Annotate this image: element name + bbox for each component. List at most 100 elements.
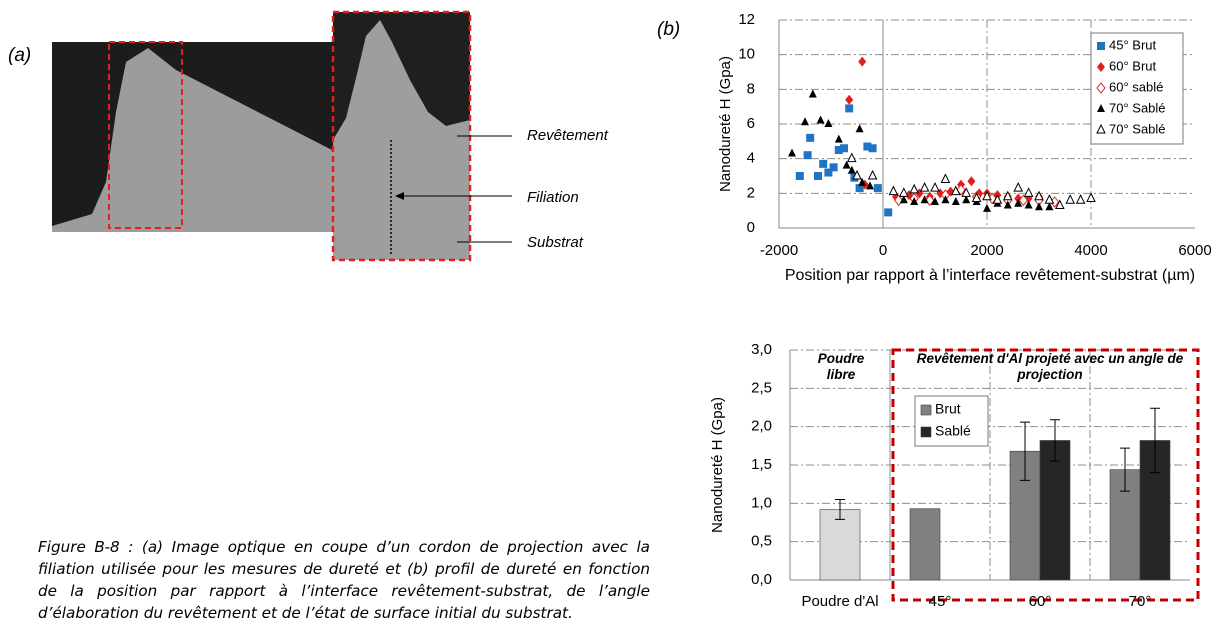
data-point [855, 184, 864, 193]
x-tick-label: 2000 [970, 242, 1003, 259]
arrow-head [395, 192, 404, 200]
legend-box [1090, 32, 1184, 145]
y-tick-label: 1,5 [751, 456, 772, 473]
legend-label: 45° Brut [1109, 37, 1157, 52]
data-point [858, 56, 867, 67]
data-point [834, 134, 843, 143]
legend-marker [920, 404, 932, 416]
error-bar [1150, 407, 1160, 474]
data-point [950, 185, 961, 196]
data-point [961, 187, 972, 197]
legend-marker [1097, 62, 1105, 72]
data-point [829, 163, 838, 172]
data-point [951, 197, 960, 205]
micrograph-coating [52, 48, 335, 232]
data-point [1086, 192, 1096, 203]
data-point [1045, 202, 1054, 211]
x-tick-label: -2000 [760, 242, 798, 259]
legend-marker [1097, 42, 1105, 50]
data-point [919, 182, 930, 192]
x-tick-label: 4000 [1074, 242, 1107, 259]
legend-marker [920, 426, 932, 438]
x-tick-label: 70° [1129, 593, 1152, 610]
data-point [852, 169, 862, 180]
data-point [868, 144, 877, 153]
data-point [925, 194, 935, 207]
annotation: Revêtement [527, 127, 609, 144]
annotation: Substrat [527, 234, 584, 251]
data-point [1035, 202, 1043, 211]
data-point [1003, 200, 1012, 209]
data-point [930, 182, 940, 192]
highlight-box [891, 348, 1200, 602]
data-point [909, 183, 920, 194]
data-point [842, 160, 851, 169]
error-bar [1120, 447, 1130, 492]
data-point [806, 133, 815, 142]
data-point [858, 177, 867, 186]
data-point [888, 185, 899, 196]
x-tick-label: Poudre d'Al [801, 593, 878, 610]
data-point [941, 195, 950, 204]
legend-marker [1096, 82, 1106, 94]
data-point [983, 203, 991, 212]
data-point [788, 148, 796, 157]
x-tick-label: 6000 [1178, 242, 1211, 259]
data-point [967, 176, 976, 187]
legend-marker [1097, 104, 1105, 112]
data-point [845, 94, 854, 105]
y-tick-label: 2 [747, 184, 755, 201]
legend-marker [1096, 123, 1106, 134]
data-point [956, 184, 966, 196]
data-point [899, 195, 908, 204]
legend-box [914, 395, 989, 447]
data-point [867, 169, 878, 180]
y-tick-label: 0 [747, 219, 755, 236]
data-point [1013, 182, 1024, 192]
error-bar [835, 499, 845, 520]
data-point [1054, 199, 1065, 209]
data-point [898, 187, 909, 197]
data-point [910, 197, 919, 205]
data-point [855, 124, 864, 133]
y-tick-label: 6 [747, 115, 755, 132]
data-point [795, 172, 804, 180]
data-point [814, 172, 822, 180]
data-point [940, 173, 951, 183]
data-point [982, 190, 992, 201]
x-axis-label: Position par rapport à l’interface revêt… [784, 267, 1196, 284]
y-tick-label: 12 [738, 11, 755, 28]
data-point [866, 181, 874, 190]
y-tick-label: 2,0 [751, 418, 772, 435]
data-point [840, 144, 848, 153]
legend-label: 70° Sablé [1109, 121, 1166, 136]
annotation: Revêtement d'Al projeté avec un angle de… [916, 351, 1184, 382]
data-point [801, 117, 809, 126]
data-point [1023, 187, 1034, 197]
data-point [824, 119, 833, 127]
legend-label: Sablé [935, 423, 971, 439]
data-point [971, 192, 982, 203]
data-point [962, 195, 971, 204]
y-axis-label: Nanodureté H (Gpa) [709, 397, 726, 533]
y-tick-label: 4 [747, 150, 755, 167]
data-point [1044, 194, 1055, 204]
bar [909, 508, 941, 581]
zoom-box [108, 41, 183, 229]
inset-coating [333, 20, 470, 260]
data-point [992, 194, 1003, 204]
data-point [847, 165, 856, 174]
data-point [931, 197, 939, 205]
legend-label: 60° Brut [1109, 58, 1157, 73]
x-tick-label: 45° [929, 593, 952, 610]
data-point [920, 195, 929, 204]
y-axis-label: Nanodureté H (Gpa) [717, 56, 734, 192]
data-point [808, 89, 817, 98]
data-point [846, 152, 857, 163]
data-point [1034, 190, 1044, 201]
legend-label: 60° sablé [1109, 79, 1163, 94]
y-tick-label: 2,5 [751, 379, 772, 396]
x-tick-label: 0 [879, 242, 887, 259]
